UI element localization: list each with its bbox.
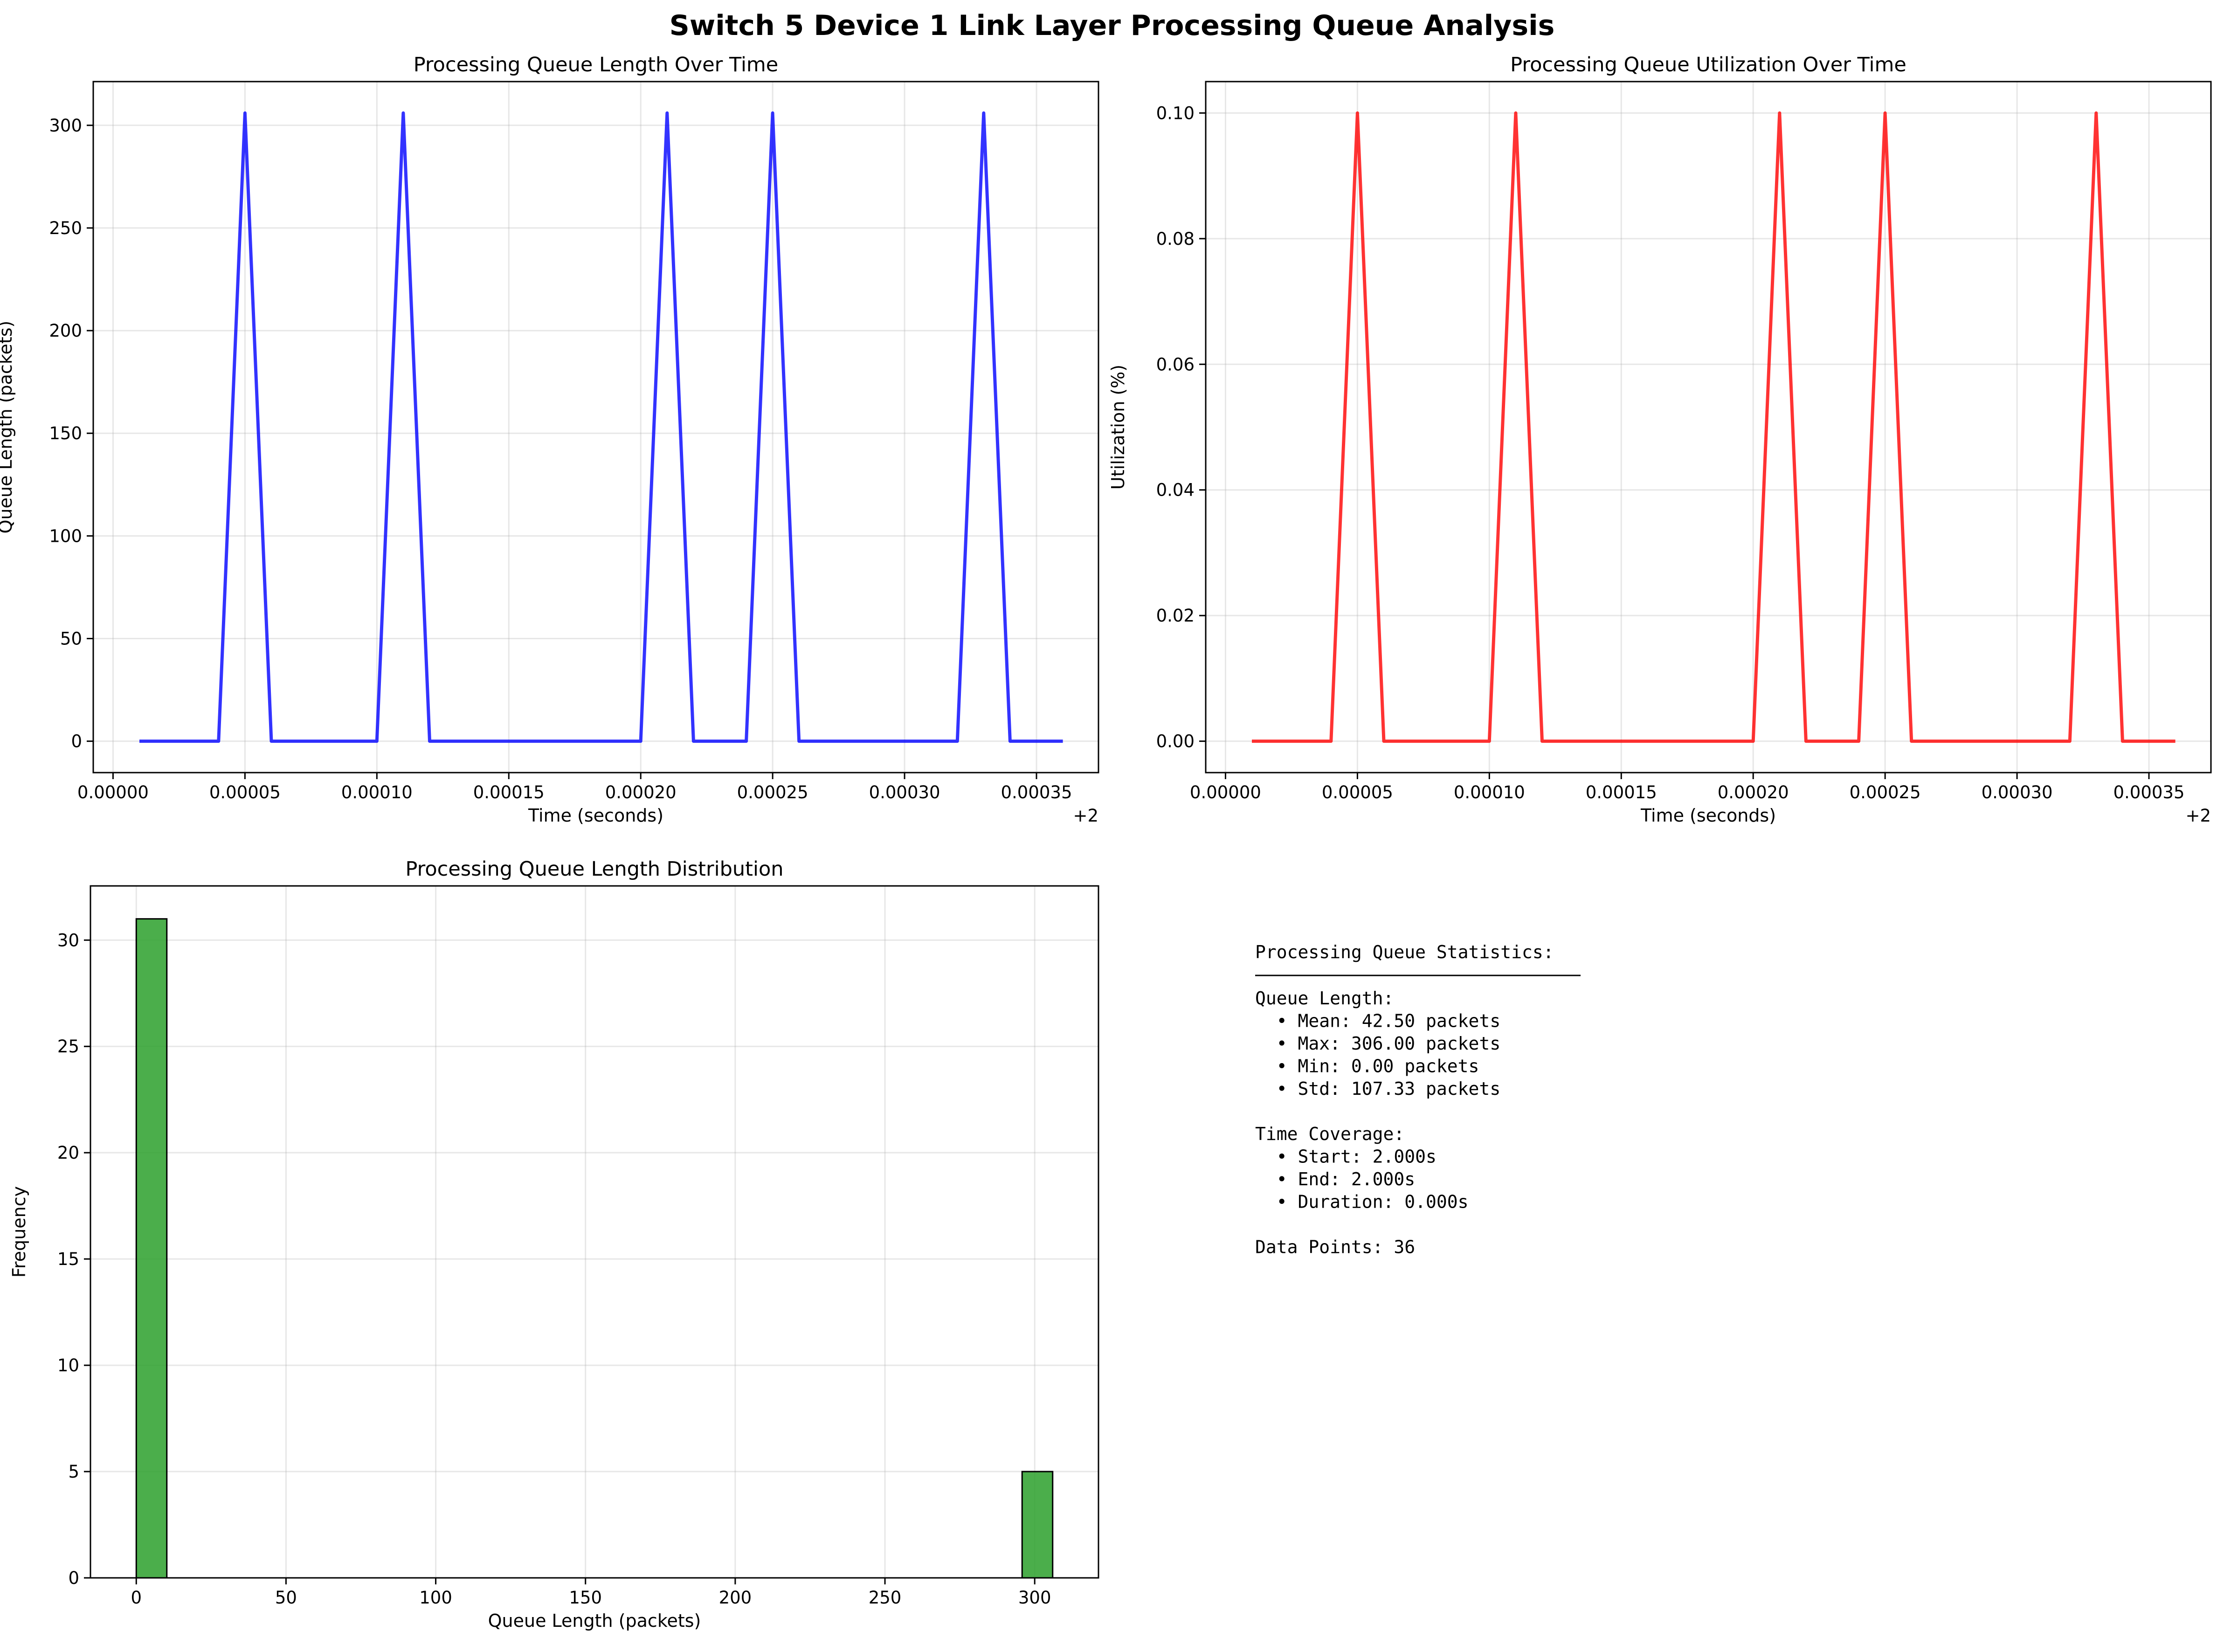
x-tick-label: 100 (419, 1588, 452, 1608)
statistics-box: Processing Queue Statistics: Queue Lengt… (1255, 942, 1581, 1258)
panel-title: Processing Queue Utilization Over Time (1510, 53, 1906, 76)
x-tick-label: 0 (131, 1588, 142, 1608)
stats-line: • Duration: 0.000s (1255, 1192, 1469, 1212)
x-tick-label: 250 (869, 1588, 902, 1608)
queue-length-time-panel: 0.00000 0.00005 0.00010 0.00015 0.00020 0.000… (0, 53, 1099, 826)
x-axis-label: Time (seconds) (528, 805, 663, 826)
x-tick-label: 200 (719, 1588, 752, 1608)
x-tick-label: 0.00035 (2113, 782, 2185, 802)
y-tick-label: 30 (57, 930, 79, 950)
x-tick-label: 0.00010 (1454, 782, 1525, 802)
stats-line: • Mean: 42.50 packets (1255, 1011, 1500, 1031)
x-tick-label: 0.00010 (341, 782, 413, 802)
y-axis-label: Queue Length (packets) (0, 321, 16, 534)
stats-line: • End: 2.000s (1255, 1169, 1415, 1189)
y-tick-label: 10 (57, 1355, 79, 1376)
panel-title: Processing Queue Length Distribution (405, 857, 783, 881)
x-tick-label: 150 (569, 1588, 602, 1608)
histogram-bar (1021, 1471, 1054, 1579)
axes-frame (90, 885, 1099, 1579)
x-tick-label: 0.00005 (1322, 782, 1393, 802)
y-tick-label: 50 (60, 629, 82, 649)
x-axis-label: Queue Length (packets) (488, 1611, 701, 1631)
x-tick-label: 0.00000 (77, 782, 149, 802)
x-tick-label: 0.00030 (1982, 782, 2053, 802)
y-tick-label: 300 (49, 116, 82, 136)
stats-line: Queue Length: (1255, 988, 1394, 1009)
y-tick-label: 150 (49, 423, 82, 443)
y-tick-label: 15 (57, 1249, 79, 1269)
y-tick-label: 0.08 (1156, 229, 1195, 249)
y-tick-label: 0.10 (1156, 103, 1195, 123)
x-tick-label: 0.00015 (473, 782, 545, 802)
y-tick-label: 0.00 (1156, 732, 1195, 752)
y-tick-label: 100 (49, 526, 82, 546)
x-offset-label: +2 (1073, 806, 1098, 826)
x-offset-label: +2 (2185, 806, 2211, 826)
y-tick-label: 0 (71, 732, 82, 752)
x-tick-label: 0.00025 (737, 782, 808, 802)
x-tick-label: 0.00025 (1850, 782, 1921, 802)
y-tick-label: 0.06 (1156, 354, 1195, 374)
x-tick-label: 0.00015 (1586, 782, 1657, 802)
x-tick-label: 300 (1018, 1588, 1051, 1608)
x-tick-label: 0.00030 (869, 782, 940, 802)
queue-length-histogram-panel: 0 50 100 150 200 250 300 0 5 10 15 20 25 30 Processing… (9, 857, 1099, 1631)
x-axis-label: Time (seconds) (1640, 805, 1776, 826)
axes-frame (1205, 81, 2212, 774)
histogram-bar (135, 918, 168, 1579)
stats-line: Data Points: 36 (1255, 1237, 1415, 1258)
series-line (1252, 111, 2176, 743)
axes-frame (92, 81, 1099, 774)
stats-line: • Start: 2.000s (1255, 1147, 1437, 1167)
x-tick-label: 0.00020 (1718, 782, 1789, 802)
stats-line: • Std: 107.33 packets (1255, 1078, 1500, 1099)
y-tick-label: 200 (49, 321, 82, 341)
x-tick-label: 0.00005 (209, 782, 281, 802)
x-tick-label: 0.00035 (1001, 782, 1072, 802)
y-tick-label: 0 (68, 1568, 79, 1588)
y-tick-label: 0.02 (1156, 606, 1195, 626)
stats-line: • Min: 0.00 packets (1255, 1056, 1479, 1077)
y-tick-label: 20 (57, 1143, 79, 1163)
stats-line: Time Coverage: (1255, 1124, 1404, 1144)
x-tick-label: 0.00020 (605, 782, 677, 802)
y-tick-label: 25 (57, 1037, 79, 1057)
stats-heading: Processing Queue Statistics: (1255, 942, 1554, 962)
figure-title: Switch 5 Device 1 Link Layer Processing … (670, 9, 1555, 42)
y-axis-label: Frequency (9, 1186, 29, 1278)
x-tick-label: 50 (275, 1588, 297, 1608)
x-tick-label: 0.00000 (1190, 782, 1261, 802)
utilization-time-panel: 0.00000 0.00005 0.00010 0.00015 0.00020 0.000… (1108, 53, 2212, 826)
y-tick-label: 250 (49, 218, 82, 238)
y-tick-label: 5 (68, 1462, 79, 1482)
y-tick-label: 0.04 (1156, 480, 1195, 500)
y-axis-label: Utilization (%) (1108, 365, 1128, 490)
stats-line: • Max: 306.00 packets (1255, 1033, 1500, 1054)
panel-title: Processing Queue Length Over Time (414, 53, 779, 76)
series-line (139, 111, 1063, 743)
